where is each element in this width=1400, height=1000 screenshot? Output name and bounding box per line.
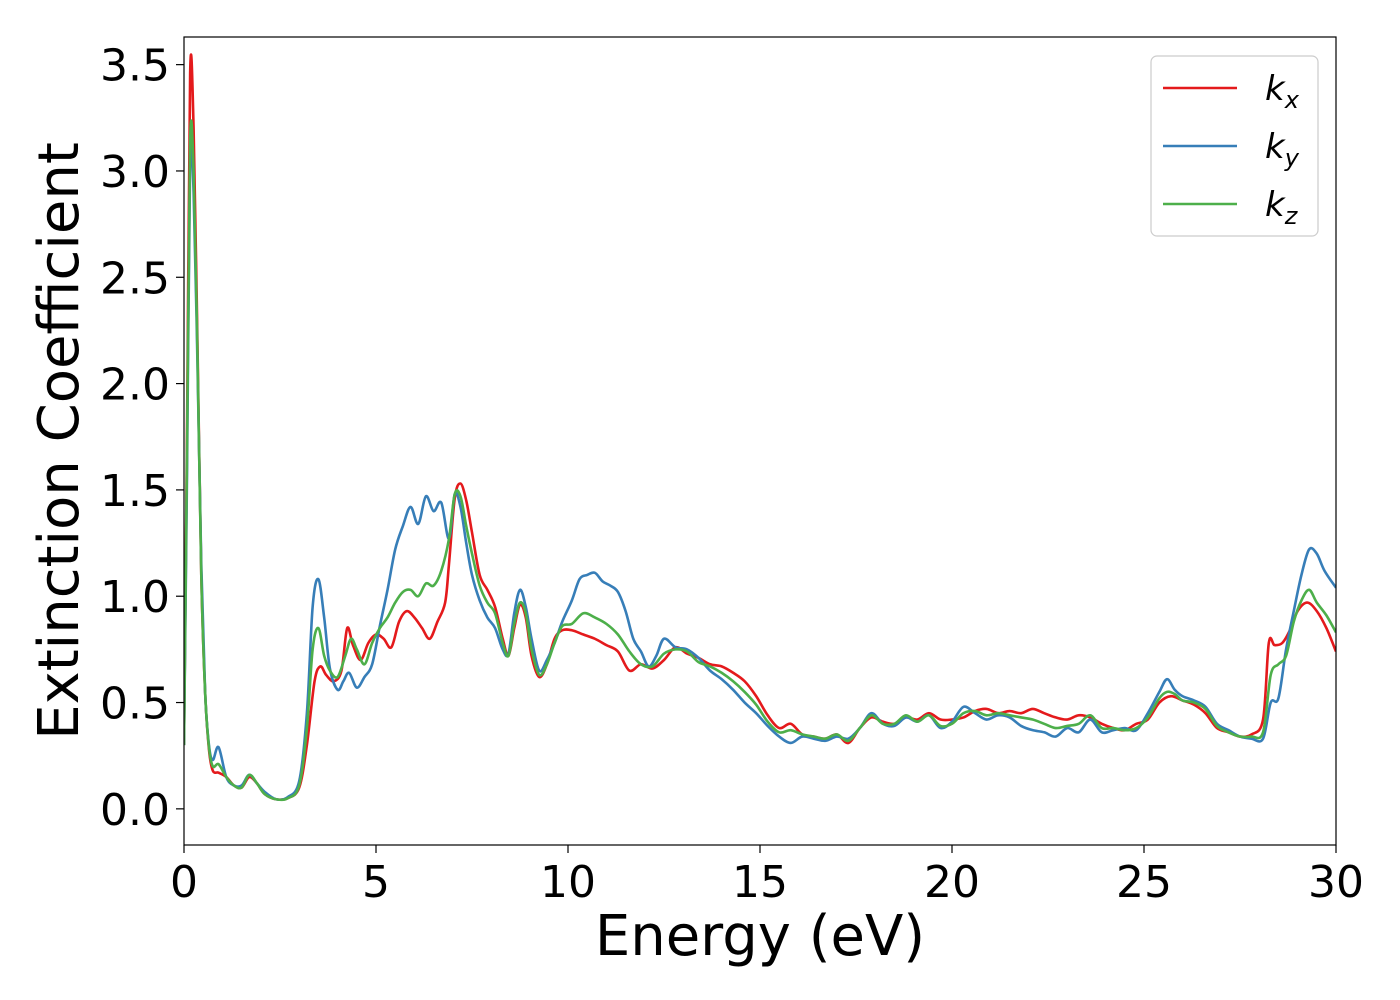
y-tick-label: 3.0 <box>100 147 170 198</box>
y-tick-label: 2.0 <box>100 360 170 411</box>
x-tick-label: 25 <box>1116 857 1172 908</box>
y-tick-label: 1.0 <box>100 572 170 623</box>
x-tick-label: 0 <box>170 857 198 908</box>
y-axis-title: Extinction Coefficient <box>27 142 92 740</box>
legend-label: kx <box>1265 69 1300 114</box>
y-tick-label: 0.0 <box>100 785 170 836</box>
plot-area <box>184 53 1336 802</box>
x-tick-label: 30 <box>1308 857 1364 908</box>
x-axis-title: Energy (eV) <box>595 904 925 969</box>
legend-label: ky <box>1265 127 1300 172</box>
x-tick-label: 20 <box>924 857 980 908</box>
x-axis: 0 5 10 15 20 25 30 <box>170 845 1364 908</box>
x-tick-label: 15 <box>732 857 788 908</box>
legend: kx ky kz <box>1150 55 1319 237</box>
y-tick-label: 2.5 <box>100 253 170 304</box>
legend-label: kz <box>1265 185 1299 230</box>
y-tick-label: 1.5 <box>100 466 170 517</box>
y-tick-label: 0.5 <box>100 679 170 730</box>
x-tick-label: 5 <box>362 857 390 908</box>
series-line-k-z <box>184 119 1336 802</box>
y-tick-label: 3.5 <box>100 41 170 92</box>
x-tick-label: 10 <box>540 857 596 908</box>
y-axis: 0.0 0.5 1.0 1.5 2.0 2.5 3.0 3.5 <box>100 41 184 836</box>
